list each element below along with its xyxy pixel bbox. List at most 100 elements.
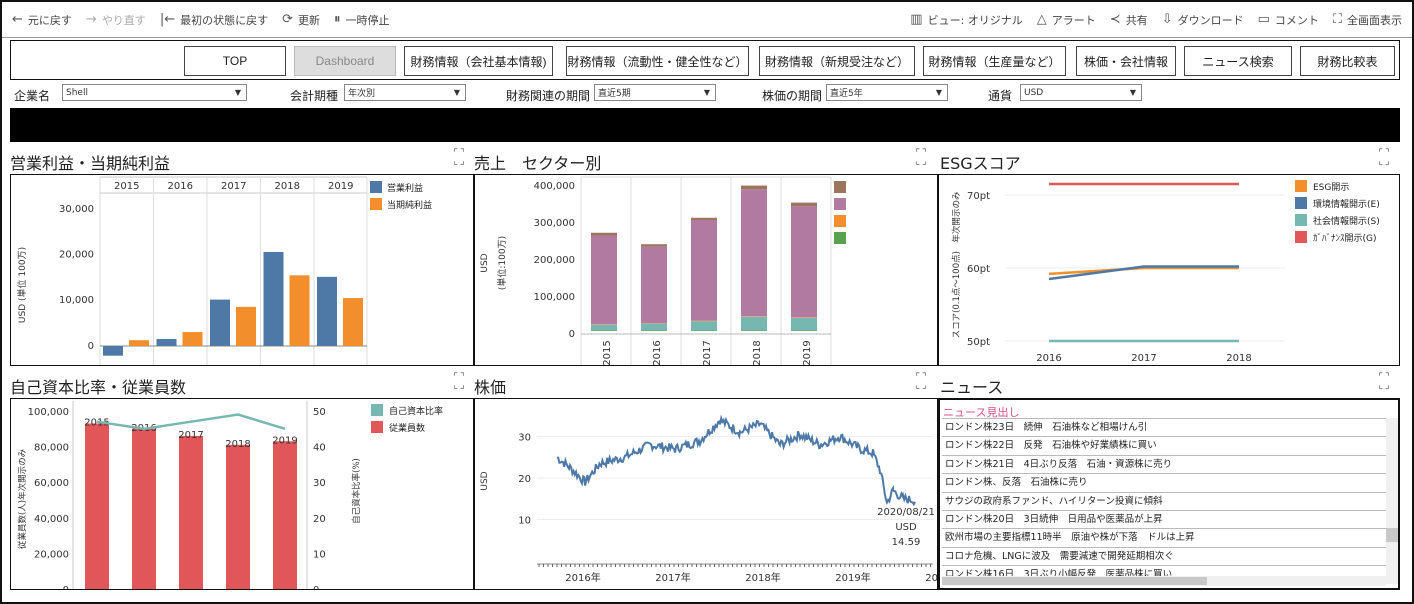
stacked-bar-segment (641, 330, 667, 331)
y-axis-label: (単位:100万) (496, 236, 508, 290)
news-scrollbar[interactable] (1386, 418, 1398, 584)
nav-top-button[interactable]: TOP (184, 46, 286, 76)
employee-bar (132, 428, 156, 589)
series-line (1048, 265, 1239, 281)
download-button[interactable]: ⇩ ダウンロード (1161, 12, 1244, 27)
x-tick-label: 2015 (602, 340, 613, 365)
chevron-down-icon: ▼ (453, 88, 460, 97)
y-tick-label: 20 (518, 474, 531, 485)
download-icon: ⇩ (1161, 12, 1173, 27)
nav-dashboard-button[interactable]: Dashboard (294, 46, 396, 76)
nav-fin-compare-button[interactable]: 財務比較表 (1300, 46, 1395, 76)
x-tick-label: 2019 (328, 181, 353, 192)
bar-year-label: 2019 (272, 435, 297, 446)
y-tick-label: 10,000 (59, 295, 94, 306)
stacked-bar-segment (741, 316, 767, 331)
expand-icon[interactable]: ⌜⌝ ⌞⌟ (915, 372, 929, 391)
view-button[interactable]: ▥ ビュー: オリジナル (910, 12, 1023, 27)
stacked-bar-segment (591, 324, 617, 331)
stacked-bar-segment (691, 220, 717, 321)
esg-chart: 70pt 60pt 50pt スコア(0.1点〜100点) 年次開示のみ 2016 201… (951, 180, 1380, 364)
nav-fin-liquidity-button[interactable]: 財務情報（流動性・健全性など） (566, 46, 749, 76)
news-item[interactable]: ロンドン株16日 3日ぶり小幅反発 医薬品株に買い (942, 565, 1386, 583)
stacked-bar-segment (641, 323, 667, 331)
price-annotation: 2020/08/21 (877, 507, 935, 518)
undo-button[interactable]: ← 元に戻す (12, 12, 72, 27)
news-item[interactable]: 欧州市場の主要指標11時半 原油や株が下落 ドルは上昇 (942, 528, 1386, 546)
news-scroll-thumb[interactable] (1386, 528, 1398, 542)
stacked-bar-segment (741, 316, 767, 317)
bar-当期純利益 (236, 306, 256, 346)
legend-swatch (834, 181, 846, 193)
nav-stock-company-button[interactable]: 株価・会社情報 (1076, 46, 1176, 76)
fullscreen-button[interactable]: ⛶ 全画面表示 (1332, 12, 1402, 27)
expand-icon[interactable]: ⌜⌝ ⌞⌟ (453, 372, 467, 391)
stock-chart: 30 20 10 USD 2016年 2017年 2018年 2019年 2020年 2020/0… (480, 414, 937, 584)
equity-panel-title: 自己資本比率・従業員数 (10, 378, 187, 397)
legend-label: 営業利益 (387, 182, 423, 194)
profit-panel: 2015 2016 2017 2018 2019 30,000 20,000 10,000 0 U… (10, 174, 474, 366)
nav-fin-orders-button[interactable]: 財務情報（新規受注など） (759, 46, 915, 76)
arrow-left-icon: ← (12, 12, 23, 27)
x-tick-label: 2016 (1036, 353, 1061, 364)
news-hscroll-thumb[interactable] (942, 577, 1207, 585)
fullscreen-icon: ⛶ (1332, 12, 1342, 27)
y-tick-label-left: 60,000 (34, 478, 69, 489)
share-button[interactable]: ≺ 共有 (1109, 12, 1148, 27)
chevron-down-icon: ▼ (234, 88, 241, 97)
expand-icon[interactable]: ⌜⌝ ⌞⌟ (453, 148, 467, 167)
fin-period-select[interactable]: 直近5期 ▼ (594, 84, 716, 101)
news-item[interactable]: ロンドン株、反落 石油株に売り (942, 473, 1386, 491)
alert-button[interactable]: △ アラート (1036, 12, 1096, 27)
equity-panel: 100,000 80,000 60,000 40,000 20,000 0 50 40 30 20… (10, 398, 474, 590)
pause-button[interactable]: ⏸ 一時停止 (334, 12, 390, 27)
y-tick-label-left: 40,000 (34, 514, 69, 525)
currency-select[interactable]: USD ▼ (1020, 84, 1142, 101)
legend-swatch (834, 215, 846, 227)
price-annotation: USD (895, 522, 917, 533)
x-tick-label: 2017 (221, 181, 246, 192)
period-select[interactable]: 年次別 ▼ (344, 84, 466, 101)
y-tick-label-right: 40 (313, 443, 326, 454)
legend-label: ESG開示 (1313, 182, 1349, 193)
nav-fin-production-button[interactable]: 財務情報（生産量など） (923, 46, 1066, 76)
bar-year-label: 2018 (225, 439, 250, 450)
comment-button[interactable]: ▭ コメント (1257, 12, 1319, 27)
legend-label: ｶﾞﾊﾞﾅﾝｽ開示(G) (1313, 233, 1377, 244)
news-item[interactable]: コロナ危機、LNGに波及 需要減速で開発延期相次ぐ (942, 546, 1386, 565)
revert-button[interactable]: |← 最初の状態に戻す (159, 12, 269, 27)
expand-icon[interactable]: ⌜⌝ ⌞⌟ (1378, 148, 1392, 167)
legend-label: 従業員数 (389, 422, 425, 434)
nav-news-search-button[interactable]: ニュース検索 (1184, 46, 1292, 76)
x-tick-label: 2018年 (745, 571, 780, 584)
expand-icon[interactable]: ⌜⌝ ⌞⌟ (915, 148, 929, 167)
redo-button[interactable]: → やり直す (85, 12, 146, 27)
bar-営業利益 (317, 276, 337, 346)
y-tick-label-left: 80,000 (34, 443, 69, 454)
stacked-bar-segment (741, 185, 767, 190)
employee-bar (226, 444, 250, 589)
news-item[interactable]: ロンドン株23日 続伸 石油株など相場けん引 (942, 418, 1386, 436)
series-line (1048, 266, 1239, 276)
news-item[interactable]: ロンドン株20日 3日続伸 日用品や医薬品が上昇 (942, 509, 1386, 528)
bar-year-label: 2017 (178, 430, 203, 441)
news-item[interactable]: サウジの政府系ファンド、ハイリターン投資に傾斜 (942, 491, 1386, 510)
stacked-bar-segment (591, 235, 617, 325)
news-item[interactable]: ロンドン株22日 反発 石油株や好業績株に買い (942, 436, 1386, 454)
y-tick-label: 10 (518, 516, 531, 527)
legend-swatch (834, 232, 846, 244)
nav-fin-basic-button[interactable]: 財務情報（会社基本情報) (404, 46, 553, 76)
header-banner (10, 108, 1400, 142)
refresh-button[interactable]: ⟳ 更新 (282, 12, 320, 27)
news-item[interactable]: ロンドン株21日 4日ぶり反落 石油・資源株に売り (942, 454, 1386, 473)
x-tick-label: 2015 (114, 181, 139, 192)
stacked-bar-segment (691, 320, 717, 322)
x-tick-label: 2019年 (835, 571, 870, 584)
share-icon: ≺ (1109, 12, 1121, 27)
company-select[interactable]: Shell ▼ (62, 84, 247, 101)
expand-icon[interactable]: ⌜⌝ ⌞⌟ (1378, 372, 1392, 391)
price-annotation: 14.59 (892, 537, 921, 548)
pause-icon: ⏸ (334, 12, 341, 27)
y-tick-label: 300,000 (534, 218, 575, 229)
stock-period-select[interactable]: 直近5年 ▼ (826, 84, 948, 101)
